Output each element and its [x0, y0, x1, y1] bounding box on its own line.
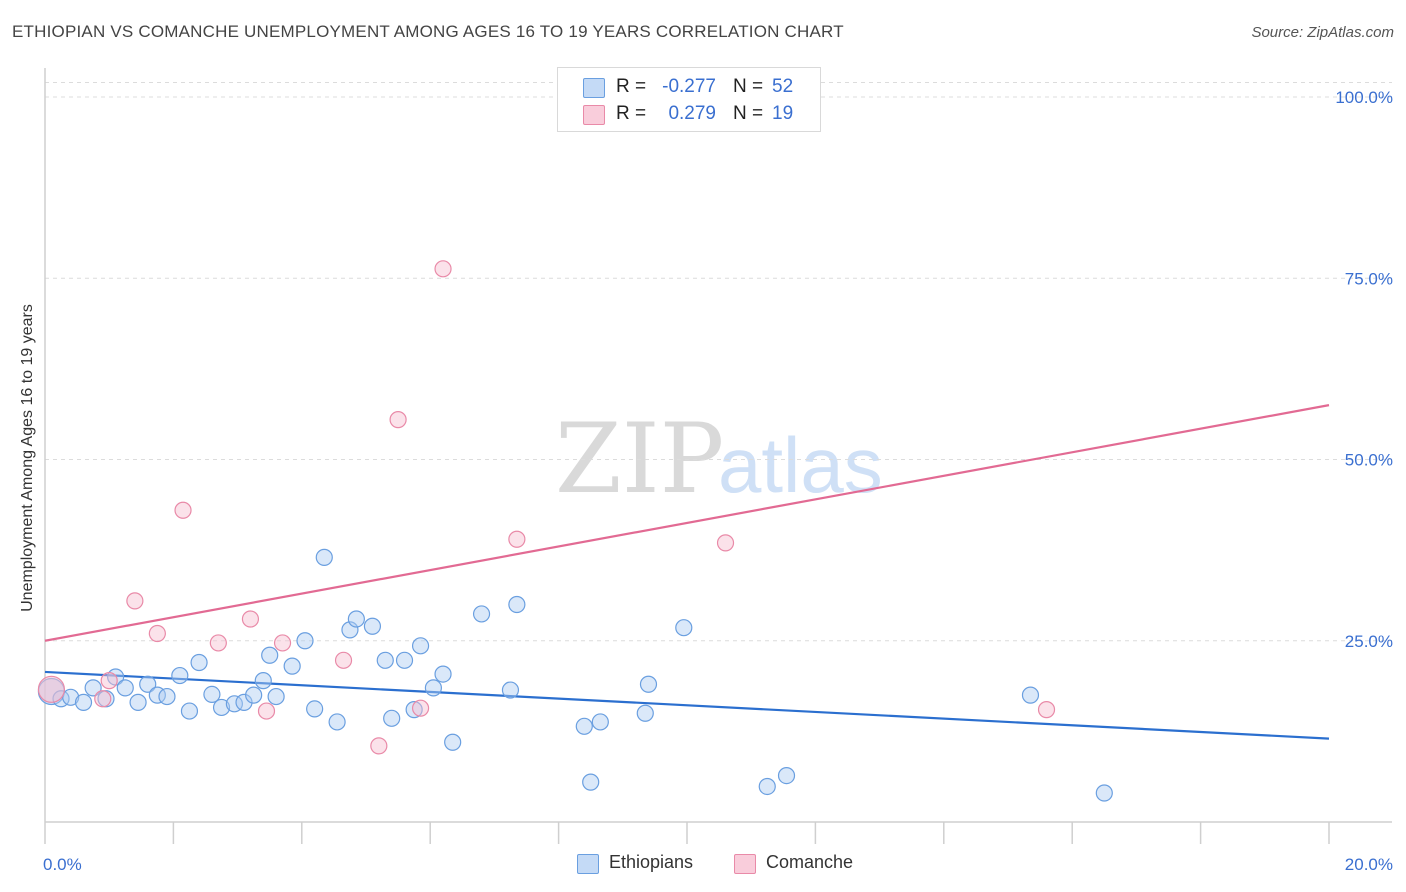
point-ethiopians: [84, 679, 102, 697]
point-comanche: [241, 610, 260, 628]
point-ethiopians: [395, 651, 414, 669]
point-ethiopians: [328, 713, 346, 731]
chart-title: ETHIOPIAN VS COMANCHE UNEMPLOYMENT AMONG…: [12, 22, 844, 41]
grid-lines: [45, 82, 1392, 642]
point-ethiopians: [261, 646, 279, 664]
point-ethiopians: [758, 777, 776, 796]
point-ethiopians: [405, 701, 423, 719]
x-tick-label: 20.0%: [1345, 855, 1393, 874]
point-comanche: [126, 592, 144, 610]
point-ethiopians: [675, 619, 693, 637]
point-ethiopians: [296, 632, 314, 650]
point-ethiopians: [383, 709, 401, 727]
point-ethiopians: [212, 698, 231, 717]
point-ethiopians: [434, 665, 452, 683]
point-comanche: [209, 634, 227, 652]
point-ethiopians: [582, 773, 600, 791]
stats-row-comanche: R = 0.279 N = 19: [558, 101, 820, 127]
point-comanche: [434, 260, 452, 278]
point-comanche: [411, 699, 430, 717]
legend-swatch-blue: [577, 854, 599, 874]
point-comanche: [508, 530, 526, 548]
stats-n-label: N =: [733, 103, 764, 124]
point-ethiopians: [203, 685, 221, 704]
point-ethiopians: [129, 693, 147, 711]
point-ethiopians: [190, 653, 208, 672]
point-comanche: [716, 534, 735, 552]
point-comanche: [100, 672, 118, 690]
point-ethiopians: [1095, 784, 1113, 802]
x-tick-label: 0.0%: [43, 855, 82, 874]
trend-line-comanche: [44, 404, 1330, 642]
y-tick-label: 100.0%: [1335, 88, 1393, 107]
stats-r-label: R =: [616, 76, 647, 97]
source-credit: Source: ZipAtlas.com: [1251, 24, 1394, 41]
point-ethiopians: [444, 733, 462, 751]
point-ethiopians: [575, 717, 593, 735]
point-ethiopians: [158, 687, 176, 706]
point-comanche: [273, 634, 292, 652]
data-points: [37, 88, 1113, 802]
point-ethiopians: [591, 713, 609, 731]
stats-swatch-pink: [583, 105, 605, 125]
point-comanche: [1037, 701, 1056, 719]
point-comanche: [148, 624, 166, 643]
trend-lines: [44, 404, 1330, 740]
point-ethiopians: [1021, 686, 1040, 704]
point-ethiopians: [777, 766, 796, 785]
point-ethiopians: [424, 679, 443, 697]
point-ethiopians: [283, 657, 301, 675]
stats-n-value: 19: [772, 103, 794, 124]
point-ethiopians: [501, 681, 520, 699]
trend-line-ethiopians: [44, 670, 1330, 740]
point-ethiopians: [636, 704, 654, 722]
point-ethiopians: [116, 679, 134, 697]
point-ethiopians: [267, 687, 285, 706]
watermark-atlas: atlas: [718, 421, 883, 509]
point-comanche: [257, 702, 276, 720]
point-comanche: [94, 690, 112, 708]
point-ethiopians: [472, 605, 491, 623]
stats-swatch-blue: [583, 78, 605, 98]
stats-n-value: 52: [772, 76, 794, 97]
stats-r-value: -0.277: [662, 76, 716, 97]
point-ethiopians: [139, 675, 157, 693]
legend-label: Ethiopians: [609, 852, 694, 872]
y-tick-label: 50.0%: [1345, 451, 1393, 470]
point-comanche: [389, 411, 407, 429]
y-tick-label: 25.0%: [1345, 632, 1393, 651]
legend-swatch-pink: [734, 854, 756, 874]
point-ethiopians: [180, 702, 199, 720]
legend-label: Comanche: [766, 852, 854, 872]
point-comanche: [174, 501, 192, 519]
point-ethiopians: [639, 675, 658, 693]
stats-r-label: R =: [616, 103, 647, 124]
point-ethiopians: [306, 700, 324, 718]
point-ethiopians: [508, 595, 526, 614]
point-ethiopians: [347, 610, 365, 628]
stats-r-value: 0.279: [668, 103, 716, 124]
point-ethiopians: [254, 672, 272, 690]
point-ethiopians: [171, 666, 189, 685]
point-ethiopians: [341, 621, 359, 639]
point-ethiopians: [62, 688, 80, 706]
tick-labels: 25.0% 50.0% 75.0% 100.0% 0.0% 20.0%: [43, 88, 1393, 874]
y-tick-label: 75.0%: [1345, 269, 1393, 288]
stats-n-label: N =: [733, 76, 764, 97]
point-ethiopians: [363, 617, 382, 635]
stats-row-ethiopians: R = -0.277 N = 52: [558, 74, 820, 100]
point-ethiopians: [315, 548, 333, 566]
correlation-stats-box: R = -0.277 N = 52 R = 0.279 N = 19: [557, 67, 821, 132]
point-ethiopians: [245, 686, 263, 704]
point-ethiopians: [74, 693, 93, 711]
point-comanche: [370, 737, 388, 755]
point-comanche: [37, 675, 66, 703]
point-ethiopians: [376, 651, 394, 669]
point-ethiopians: [411, 637, 430, 655]
point-comanche: [334, 651, 353, 669]
